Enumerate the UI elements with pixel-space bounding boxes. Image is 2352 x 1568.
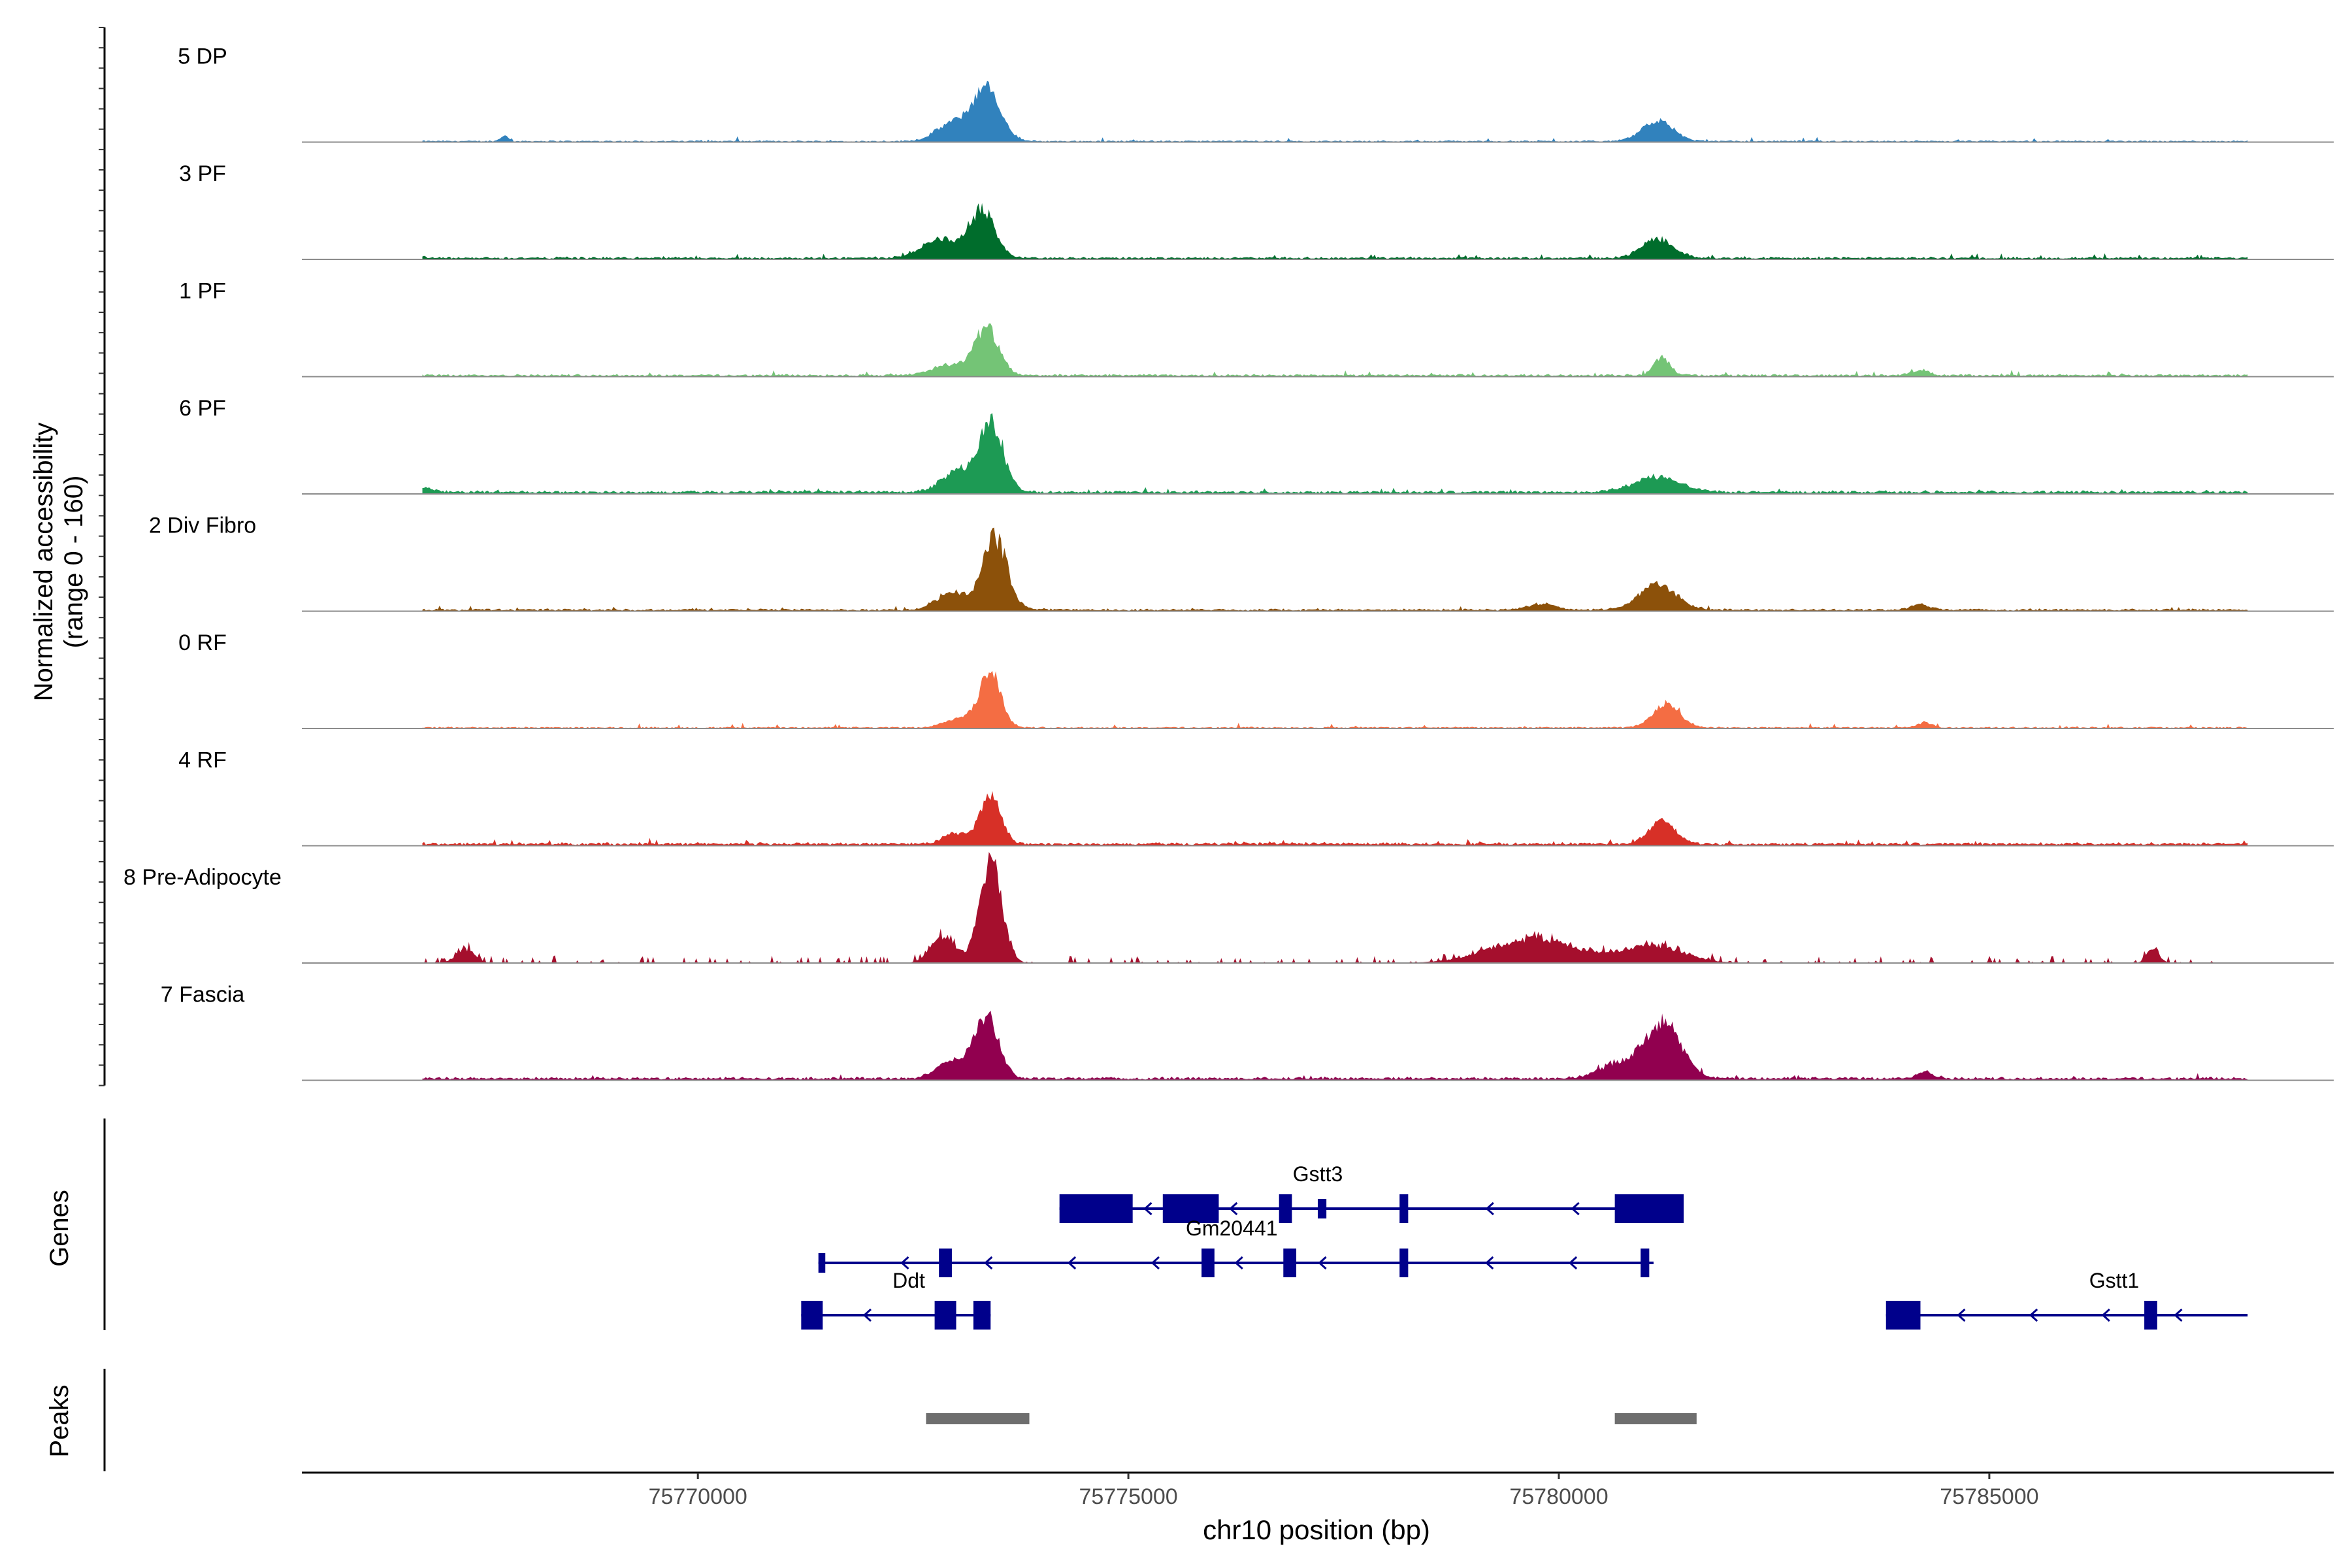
exon xyxy=(1059,1194,1133,1223)
peak-region xyxy=(926,1413,1030,1424)
coverage-area xyxy=(422,670,2248,728)
strand-arrow xyxy=(2174,1308,2183,1322)
strand-arrow xyxy=(862,1308,872,1322)
gene-Gm20441: Gm20441 xyxy=(818,1217,1654,1277)
tracks-layer: 5 DP 3 PF 1 PF 6 PF 2 Div Fibro 0 RF 4 RF 8 Pre… xyxy=(123,44,2334,1081)
strand-arrow xyxy=(1234,1256,1243,1270)
genes-panel: Gstt3 Gm20441 Ddt Gstt1 xyxy=(103,1119,2248,1330)
track-8: 7 Fascia xyxy=(161,983,2334,1081)
y-axis xyxy=(99,27,106,1086)
strand-arrow xyxy=(1571,1201,1580,1216)
strand-arrow xyxy=(2029,1308,2038,1322)
gene-Gstt3: Gstt3 xyxy=(1059,1162,1684,1223)
exon xyxy=(818,1253,826,1273)
track-6: 4 RF xyxy=(178,748,2334,847)
track-4: 2 Div Fibro xyxy=(149,514,2334,612)
strand-arrow xyxy=(984,1256,993,1270)
exon xyxy=(801,1301,823,1330)
exon xyxy=(1641,1249,1650,1277)
coverage-area xyxy=(422,80,2248,142)
strand-arrow xyxy=(1229,1201,1238,1216)
exon xyxy=(1283,1249,1297,1277)
gene-label: Ddt xyxy=(892,1269,925,1292)
y-axis-label: Normalized accessibility xyxy=(29,423,58,702)
y-axis-label-range: (range 0 - 160) xyxy=(59,476,88,649)
exon xyxy=(973,1301,991,1330)
track-label: 0 RF xyxy=(178,630,227,655)
exon xyxy=(1399,1194,1409,1223)
coverage-area xyxy=(422,1010,2248,1081)
gene-label: Gstt3 xyxy=(1293,1162,1343,1186)
track-2: 1 PF xyxy=(179,279,2334,378)
exon xyxy=(1886,1301,1921,1330)
peaks-panel-label: Peaks xyxy=(45,1384,74,1457)
track-label: 5 DP xyxy=(178,44,227,69)
strand-arrow xyxy=(1067,1256,1077,1270)
coverage-area xyxy=(422,791,2248,846)
exon xyxy=(1399,1249,1409,1277)
track-7: 8 Pre-Adipocyte xyxy=(123,852,2334,964)
exon xyxy=(1614,1194,1684,1223)
track-label: 3 PF xyxy=(179,161,226,186)
strand-arrow xyxy=(1957,1308,1966,1322)
strand-arrow xyxy=(1485,1201,1494,1216)
strand-arrow xyxy=(1568,1256,1578,1270)
x-tick-label: 75785000 xyxy=(1940,1484,2038,1509)
strand-arrow xyxy=(2101,1308,2110,1322)
x-tick-label: 75770000 xyxy=(649,1484,747,1509)
track-1: 3 PF xyxy=(179,161,2334,260)
strand-arrow xyxy=(1143,1201,1152,1216)
peak-region xyxy=(1614,1413,1697,1424)
exon xyxy=(939,1249,952,1277)
coverage-area xyxy=(422,852,2248,963)
strand-arrow xyxy=(1485,1256,1494,1270)
x-axis-label: chr10 position (bp) xyxy=(1203,1514,1430,1545)
track-label: 4 RF xyxy=(178,748,227,773)
exon xyxy=(1201,1249,1215,1277)
exon xyxy=(1162,1194,1219,1223)
genes-panel-label: Genes xyxy=(45,1190,74,1267)
x-tick-label: 75775000 xyxy=(1079,1484,1177,1509)
x-tick-label: 75780000 xyxy=(1509,1484,1608,1509)
coverage-area xyxy=(422,527,2248,612)
track-label: 1 PF xyxy=(179,279,226,304)
exon xyxy=(934,1301,956,1330)
track-5: 0 RF xyxy=(178,630,2334,729)
coverage-area xyxy=(422,323,2248,377)
track-0: 5 DP xyxy=(178,44,2334,143)
gene-Ddt: Ddt xyxy=(801,1269,991,1330)
strand-arrow xyxy=(900,1256,909,1270)
strand-arrow xyxy=(1318,1256,1327,1270)
coverage-area xyxy=(422,413,2248,494)
exon xyxy=(1279,1194,1292,1223)
track-label: 2 Div Fibro xyxy=(149,514,256,538)
track-3: 6 PF xyxy=(179,396,2334,495)
gene-label: Gstt1 xyxy=(2089,1269,2139,1292)
gene-label: Gm20441 xyxy=(1186,1217,1278,1240)
gene-Gstt1: Gstt1 xyxy=(1886,1269,2248,1330)
peaks-panel xyxy=(103,1369,1697,1471)
strand-arrow xyxy=(1151,1256,1160,1270)
exon xyxy=(1318,1199,1327,1218)
track-label: 6 PF xyxy=(179,396,226,421)
track-label: 8 Pre-Adipocyte xyxy=(123,865,282,890)
coverage-area xyxy=(422,203,2248,259)
x-axis: 75770000 75775000 75780000 75785000 xyxy=(302,1471,2334,1509)
track-label: 7 Fascia xyxy=(161,983,245,1007)
exon xyxy=(2144,1301,2157,1330)
